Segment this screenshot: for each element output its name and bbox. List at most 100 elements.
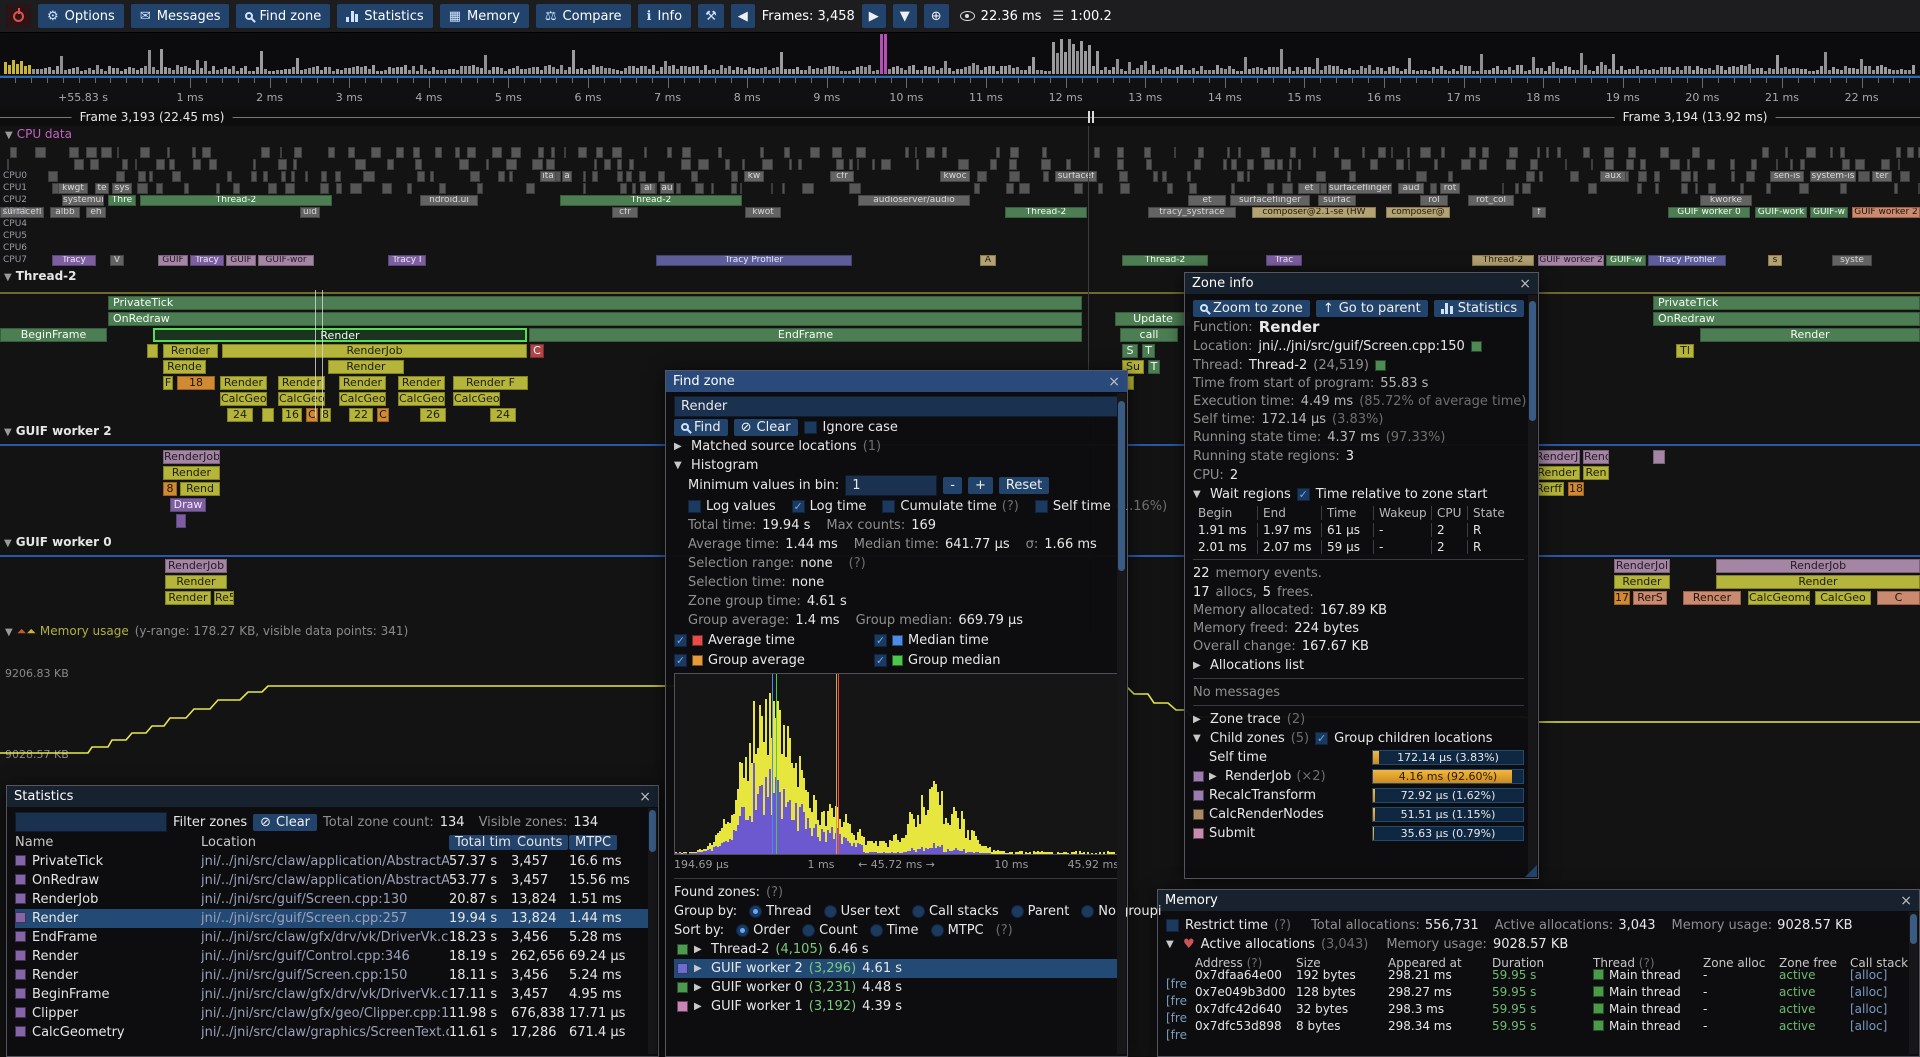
cpu-zone[interactable]: GUIF-w [1606,255,1646,266]
go-to-parent-button[interactable]: ↑Go to parent [1316,300,1428,317]
scrollbar[interactable] [1117,393,1126,1054]
timeline-zone[interactable]: Render [1614,575,1670,589]
timeline-zone[interactable]: RenderJob [163,450,220,464]
cpu-zone[interactable]: ter [1872,171,1892,182]
cpu-zone[interactable]: eh [86,207,106,218]
prev-frame-button[interactable]: ◀ [731,4,755,28]
timeline-zone[interactable]: S [1122,344,1138,358]
child-zone-row[interactable]: Self time172.14 µs (3.83%) [1193,748,1524,767]
cpu-zone[interactable]: GUIF worker 2 [1852,207,1920,218]
timeline-zone[interactable]: C [306,408,318,422]
timeline-zone[interactable]: 24 [227,408,253,422]
statistics-row[interactable]: BeginFramejni/../jni/src/claw/gfx/drv/vk… [15,985,650,1004]
thread-header-guif-worker-2[interactable]: ▼GUIF worker 2 [4,424,112,438]
column-header-name[interactable]: Name [15,835,201,850]
matched-source-locations-toggle[interactable]: ▶ Matched source locations (1) [674,437,1119,455]
timeline-zone[interactable]: Render F [453,376,528,390]
cpu-zone[interactable]: composer@2.1-se (HW [1252,207,1376,218]
timeline-zone[interactable]: call [1120,328,1178,342]
cpu-zone[interactable]: A [980,255,996,266]
timeline-zone[interactable]: Render [153,328,527,342]
radio-time[interactable]: Time [870,923,919,938]
found-zone-group[interactable]: ▶GUIF worker 2(3,296)4.61 s [674,959,1119,978]
ignore-case-checkbox[interactable] [804,421,817,434]
statistics-row[interactable]: EndFramejni/../jni/src/claw/gfx/drv/vk/D… [15,928,650,947]
timeline-zone[interactable]: Draw [170,498,206,512]
cpu-zone[interactable]: Thread-2 [1122,255,1208,266]
cpu-zone[interactable]: ndroid.ui [420,195,478,206]
timeline-zone[interactable]: CalcGeo [398,392,445,406]
toolbar-button-options[interactable]: ⚙Options [38,4,124,28]
cpu-data-section-label[interactable]: ▼CPU data [5,127,72,141]
toolbar-button-compare[interactable]: ⚖Compare [536,4,631,28]
timeline-zone[interactable]: T [1148,360,1160,374]
statistics-button[interactable]: Statistics [1434,300,1524,317]
cpu-zone[interactable]: surfacef [1055,171,1097,182]
statistics-row[interactable]: Clipperjni/../jni/src/claw/gfx/geo/Clipp… [15,1004,650,1023]
frame-label[interactable]: Frame 3,193 (22.45 ms) [72,110,233,124]
source-location[interactable]: jni/../jni/src/guif/Screen.cpp:150 [1258,339,1464,354]
allocation-row[interactable]: 0x7dfc53d8988 bytes298.34 ms59.95 sMain … [1166,1022,1911,1039]
child-zone-row[interactable]: RecalcTransform72.92 µs (1.62%) [1193,786,1524,805]
timeline-zone[interactable]: Render [398,376,445,390]
scrollbar[interactable] [648,808,657,1054]
frame-label[interactable]: Frame 3,194 (13.92 ms) [1615,110,1776,124]
timeline-zone[interactable] [147,344,158,358]
found-zone-group[interactable]: ▶Thread-2(4,105)6.46 s [674,940,1119,959]
wait-table-row[interactable]: 2.01 ms2.07 ms59 µs-2R [1193,538,1524,555]
column-header-total-time[interactable]: Total time [449,835,511,850]
restrict-time-checkbox[interactable] [1166,919,1179,932]
cpu-zone[interactable]: al [640,183,656,194]
scrollbar[interactable] [1909,912,1918,1054]
radio-user-text[interactable]: User text [824,904,900,919]
timeline-zone[interactable]: RenderJob [1716,559,1920,573]
checkbox-self-time[interactable]: Self time(1.16%) [1035,499,1167,514]
cpu-zone[interactable]: Thread-2 [1472,255,1534,266]
cpu-zone[interactable]: GUIF worker 0 [1668,207,1750,218]
cpu-zone[interactable]: aux [1600,171,1626,182]
statistics-row[interactable]: PrivateTickjni/../jni/src/claw/applicati… [15,852,650,871]
min-bin-input[interactable]: 1 [845,475,937,496]
timeline-zone[interactable]: Render [163,344,218,358]
cpu-zone[interactable]: kwot [745,207,781,218]
zoom-to-zone-button[interactable]: Zoom to zone [1193,300,1310,317]
timeline-zone[interactable]: RenderJ [1534,450,1580,464]
cpu-zone[interactable]: cfr [612,207,638,218]
statistics-row[interactable]: OnRedrawjni/../jni/src/claw/application/… [15,871,650,890]
cpu-zone[interactable]: syste [1832,255,1872,266]
cpu-zone[interactable]: kwgt [58,183,88,194]
timeline-zone[interactable]: Render [1534,466,1580,480]
timeline-zone[interactable]: 18 [1568,482,1584,496]
timeline-zone[interactable]: RerS [1633,591,1667,605]
thread-header-guif-worker-0[interactable]: ▼GUIF worker 0 [4,535,112,549]
cpu-zone[interactable]: kw [744,171,764,182]
frames-row[interactable]: Frame 3,193 (22.45 ms) Frame 3,194 (13.92… [0,108,1920,126]
close-icon[interactable]: × [639,790,651,804]
timeline-zone[interactable] [1653,450,1665,464]
cpu-zone[interactable]: rot_col [1468,195,1514,206]
timeline-zone[interactable]: Render [1700,328,1920,342]
cpu-zone[interactable]: Thread-2 [560,195,742,206]
child-zone-row[interactable]: CalcRenderNodes51.51 µs (1.15%) [1193,805,1524,824]
timeline-zone[interactable]: CalcGeo [278,392,325,406]
clear-filter-button[interactable]: ⊘Clear [253,814,317,831]
find-button[interactable]: Find [674,419,728,436]
timeline-zone[interactable]: 24 [490,408,516,422]
toolbar-button-messages[interactable]: ✉Messages [131,4,230,28]
radio-thread[interactable]: Thread [749,904,811,919]
timeline-zone[interactable]: EndFrame [529,328,1082,342]
timeline-zone[interactable]: Rend [180,482,220,496]
cpu-zone[interactable]: tracy_systrace [1148,207,1236,218]
cpu-zone[interactable]: rot [1440,183,1460,194]
radio-mtpc[interactable]: MTPC [931,923,984,938]
timeline-zone[interactable]: Rencer [1683,591,1741,605]
zone-info-titlebar[interactable]: Zone info × [1185,273,1538,294]
legend-median-time[interactable]: Median time [874,630,1074,650]
timeline-zone[interactable] [176,514,186,528]
timeline-zone[interactable]: Render [278,376,325,390]
timeline-zone[interactable]: C [1877,591,1920,605]
timeline-zone[interactable]: Render [220,376,267,390]
timeline-zone[interactable]: CalcGeo [220,392,267,406]
cpu-zone[interactable]: Trac [1266,255,1302,266]
timeline-zone[interactable]: Re5 [214,591,234,605]
